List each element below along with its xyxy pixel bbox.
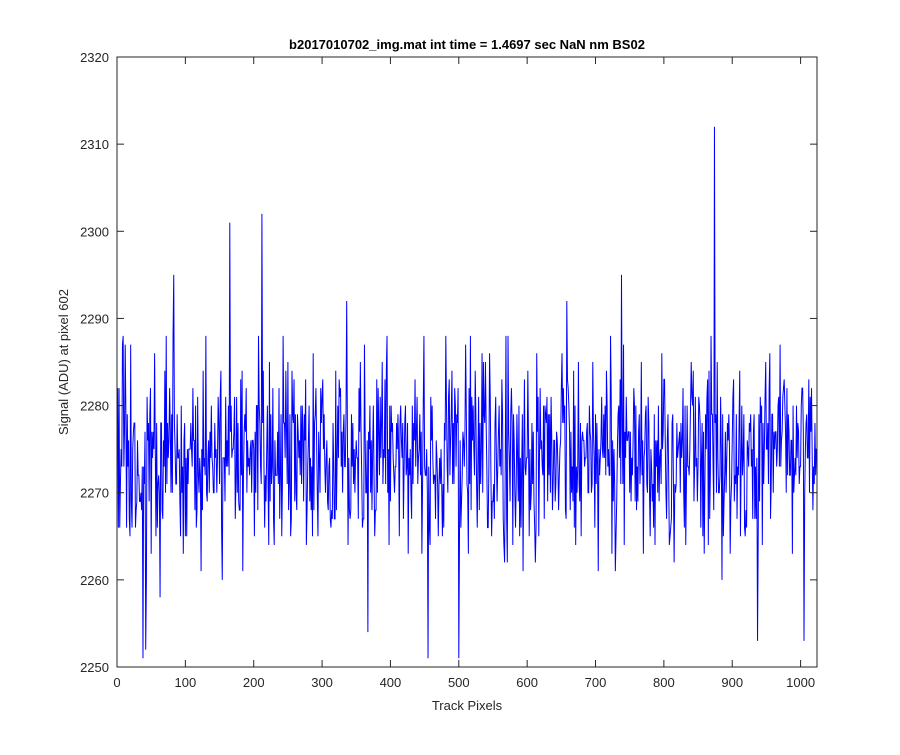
x-tick-label: 600 [516,675,538,690]
y-tick-label: 2310 [80,137,109,152]
chart-title: b2017010702_img.mat int time = 1.4697 se… [289,37,645,52]
x-tick-label: 0 [113,675,120,690]
x-tick-label: 100 [175,675,197,690]
x-tick-label: 500 [448,675,470,690]
y-tick-label: 2300 [80,224,109,239]
x-axis-label: Track Pixels [432,698,503,713]
x-tick-label: 700 [585,675,607,690]
y-tick-label: 2280 [80,399,109,414]
y-tick-label: 2260 [80,573,109,588]
signal-series-line [117,126,817,659]
x-tick-label: 400 [380,675,402,690]
x-tick-label: 300 [311,675,333,690]
x-tick-label: 1000 [786,675,815,690]
ticks-layer: 0 100 200 300 400 500 600 700 800 900 1000 2250 2260… [80,50,817,690]
y-tick-label: 2290 [80,311,109,326]
y-axis-label: Signal (ADU) at pixel 602 [56,289,71,435]
x-tick-label: 900 [721,675,743,690]
y-tick-label: 2250 [80,660,109,675]
plot-area [117,57,817,667]
series-layer [117,126,817,659]
x-tick-label: 800 [653,675,675,690]
x-tick-label: 200 [243,675,265,690]
axes-box [116,56,818,668]
y-tick-label: 2320 [80,50,109,65]
y-tick-label: 2270 [80,486,109,501]
